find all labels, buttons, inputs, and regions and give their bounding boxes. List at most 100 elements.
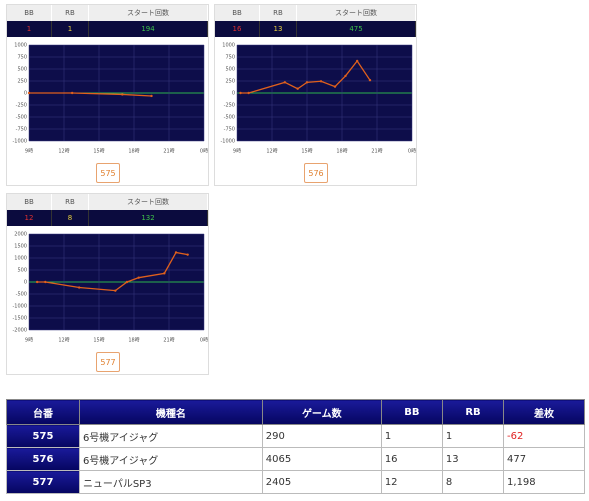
x-tick-label: 21時 <box>163 338 174 344</box>
y-tick-label: -750 <box>16 127 27 133</box>
x-tick-label: 21時 <box>371 149 382 155</box>
data-point <box>305 81 309 84</box>
stats-row: 12 8 132 <box>7 210 208 226</box>
machine-number: 575 <box>6 424 80 448</box>
y-tick-label: 0 <box>232 91 235 97</box>
data-point <box>77 286 81 289</box>
y-tick-label: 0 <box>24 91 27 97</box>
table-cell: 13 <box>441 447 505 471</box>
data-point <box>114 289 117 292</box>
table-cell: 477 <box>503 447 585 471</box>
data-point <box>239 91 242 95</box>
header-cell: スタート回数 <box>89 194 208 210</box>
y-tick-label: 750 <box>17 55 27 61</box>
data-point <box>186 253 189 256</box>
data-point <box>35 280 39 284</box>
data-point <box>368 78 372 82</box>
y-tick-label: -500 <box>224 115 235 121</box>
data-point <box>333 85 337 88</box>
header-cell: RB <box>441 399 505 425</box>
x-tick-label: 9時 <box>25 338 33 344</box>
data-point <box>283 81 287 84</box>
header-cell: BB <box>380 399 443 425</box>
table-cell: -62 <box>503 424 585 448</box>
y-tick-label: 1000 <box>14 256 27 262</box>
y-tick-label: 500 <box>225 67 235 73</box>
x-tick-label: 18時 <box>128 338 139 344</box>
data-point <box>319 80 323 83</box>
machine-number: 576 <box>6 447 80 471</box>
stat-cell: 475 <box>297 21 416 37</box>
header-cell: 台番 <box>6 399 80 425</box>
stat-cell: 13 <box>260 21 297 37</box>
y-tick-label: -2000 <box>12 328 27 334</box>
panel-header: BB RB スタート回数 <box>215 5 416 21</box>
y-tick-label: -1000 <box>12 139 27 145</box>
machine-button[interactable]: 576 <box>304 163 328 183</box>
x-tick-label: 9時 <box>25 149 33 155</box>
table-cell: 1 <box>441 424 505 448</box>
table-cell: 1 <box>380 424 443 448</box>
stat-cell: 12 <box>7 210 52 226</box>
data-point <box>121 93 124 96</box>
table-cell: 4065 <box>261 447 382 471</box>
machine-button[interactable]: 575 <box>96 163 120 183</box>
data-point <box>137 276 140 279</box>
table-cell: 12 <box>380 470 443 494</box>
y-tick-label: -250 <box>16 103 27 109</box>
y-tick-label: 1500 <box>14 244 27 250</box>
stat-cell: 1 <box>7 21 52 37</box>
y-tick-label: -750 <box>224 127 235 133</box>
x-tick-label: 12時 <box>58 149 69 155</box>
data-point <box>70 91 74 95</box>
panel: BB RB スタート回数 16 13 475 1000 750 500 250 0 -250 -500 -… <box>214 4 417 186</box>
x-tick-label: 18時 <box>128 149 139 155</box>
x-tick-label: 0時 <box>200 338 208 344</box>
header-cell: ゲーム数 <box>261 399 382 425</box>
summary-table: 台番 機種名 ゲーム数 BB RB 差枚 575 6号機アイジャグ 290 1 1 -62 576 6号機… <box>6 399 585 494</box>
y-tick-label: -1000 <box>12 304 27 310</box>
y-tick-label: 1000 <box>222 43 235 49</box>
x-tick-label: 15時 <box>93 338 104 344</box>
table-cell: 2405 <box>261 470 382 494</box>
table-row: 577 ニューパルSP3 2405 12 8 1,198 <box>6 470 585 494</box>
x-tick-label: 15時 <box>93 149 104 155</box>
stat-cell: 8 <box>52 210 89 226</box>
y-tick-label: -1000 <box>220 139 235 145</box>
header-cell: BB <box>215 5 260 21</box>
panel-header: BB RB スタート回数 <box>7 5 208 21</box>
y-tick-label: 250 <box>225 79 235 85</box>
data-point <box>27 91 31 95</box>
header-cell: RB <box>260 5 297 21</box>
stat-cell: 194 <box>89 21 208 37</box>
y-tick-label: -250 <box>224 103 235 109</box>
y-tick-label: -500 <box>16 115 27 121</box>
data-point <box>125 280 129 284</box>
panel: BB RB スタート回数 1 1 194 1000 750 500 250 0 -250 -500 -75… <box>6 4 209 186</box>
y-tick-label: 2000 <box>14 232 27 238</box>
data-point <box>150 94 153 98</box>
x-tick-label: 12時 <box>58 338 69 344</box>
y-tick-label: 0 <box>24 280 27 286</box>
chart: 1000 750 500 250 0 -250 -500 -750 -1000 9時 12時 15時 1… <box>12 43 208 155</box>
table-cell: 8 <box>441 470 505 494</box>
x-tick-label: 9時 <box>233 149 241 155</box>
x-tick-label: 21時 <box>163 149 174 155</box>
table-cell: 1,198 <box>503 470 585 494</box>
panel-header: BB RB スタート回数 <box>7 194 208 210</box>
panel: BB RB スタート回数 12 8 132 2000 1500 1000 500 0 -500 -100… <box>6 193 209 375</box>
y-tick-label: 500 <box>17 67 27 73</box>
chart: 1000 750 500 250 0 -250 -500 -750 -1000 9時 12時 15時 1… <box>220 43 416 155</box>
header-cell: スタート回数 <box>89 5 208 21</box>
table-cell: 6号機アイジャグ <box>78 447 263 471</box>
header-cell: BB <box>7 5 52 21</box>
machine-button[interactable]: 577 <box>96 352 120 372</box>
stats-row: 16 13 475 <box>215 21 416 37</box>
header-row: 台番 機種名 ゲーム数 BB RB 差枚 <box>6 399 585 425</box>
stat-cell: 1 <box>52 21 89 37</box>
y-tick-label: 750 <box>225 55 235 61</box>
header-cell: BB <box>7 194 52 210</box>
header-cell: 機種名 <box>78 399 263 425</box>
data-point <box>296 87 299 90</box>
x-tick-label: 18時 <box>336 149 347 155</box>
